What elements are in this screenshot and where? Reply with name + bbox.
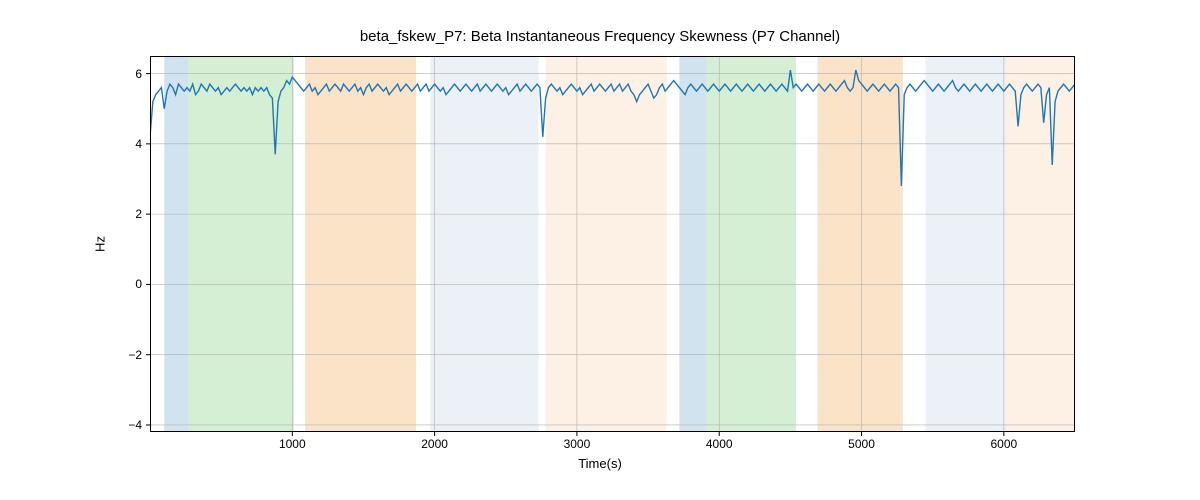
x-axis-label: Time(s) <box>0 456 1200 471</box>
y-tick-label: 6 <box>135 67 142 81</box>
x-tick-label: 1000 <box>279 437 306 451</box>
x-tick-label: 3000 <box>564 437 591 451</box>
x-tick-label: 2000 <box>421 437 448 451</box>
x-tick-label: 5000 <box>848 437 875 451</box>
chart-title: beta_fskew_P7: Beta Instantaneous Freque… <box>0 28 1200 45</box>
y-tick-label: −2 <box>128 348 142 362</box>
y-axis-label: Hz <box>93 236 108 252</box>
chart-svg <box>150 56 1075 432</box>
x-tick-label: 4000 <box>706 437 733 451</box>
y-tick-label: −4 <box>128 418 142 432</box>
plot-area <box>150 56 1075 432</box>
x-tick-label: 6000 <box>990 437 1017 451</box>
y-tick-label: 4 <box>135 137 142 151</box>
y-tick-label: 0 <box>135 277 142 291</box>
y-tick-label: 2 <box>135 207 142 221</box>
